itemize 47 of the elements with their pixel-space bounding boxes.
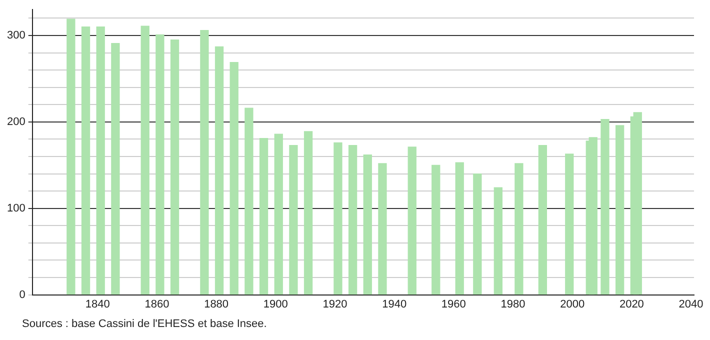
- bar: [304, 131, 313, 295]
- bar: [289, 144, 298, 295]
- bar: [140, 26, 150, 295]
- bar: [408, 146, 416, 295]
- x-tick-label: 1840: [85, 298, 110, 310]
- bar: [66, 18, 76, 295]
- bar: [473, 173, 482, 295]
- bar: [363, 154, 372, 295]
- x-tick-label: 1880: [204, 298, 229, 310]
- bar: [432, 164, 440, 295]
- bar: [156, 34, 164, 295]
- bar: [538, 144, 548, 295]
- bar: [230, 62, 238, 295]
- bar: [588, 137, 598, 295]
- x-tick-label: 1860: [144, 298, 170, 310]
- bar: [494, 187, 503, 295]
- bar: [615, 125, 624, 295]
- bar: [170, 40, 180, 295]
- x-tick-label: 1940: [382, 298, 407, 310]
- x-tick-label: 2000: [560, 298, 585, 310]
- bar: [214, 46, 224, 295]
- x-tick-label: 2040: [678, 298, 704, 310]
- x-tick-label: 1920: [322, 298, 348, 310]
- x-tick-label: 1980: [500, 298, 526, 310]
- bar: [274, 134, 283, 295]
- y-tick-label: 100: [6, 202, 26, 214]
- bar: [259, 138, 268, 295]
- bar: [455, 162, 464, 295]
- bar: [348, 144, 358, 295]
- x-tick-label: 2020: [619, 298, 644, 310]
- bar: [514, 163, 524, 295]
- bar: [378, 163, 387, 295]
- bar: [111, 42, 120, 295]
- bar: [96, 26, 105, 295]
- bar: [244, 108, 254, 295]
- x-tick-label: 1960: [441, 298, 466, 310]
- bar: [565, 154, 574, 295]
- bar: [600, 119, 610, 295]
- bar: [334, 142, 342, 295]
- bar: [81, 26, 90, 295]
- y-tick-label: 200: [6, 116, 26, 128]
- y-tick-label: 0: [19, 288, 26, 301]
- bar: [200, 30, 209, 295]
- bar: [633, 112, 642, 295]
- y-tick-label: 300: [6, 30, 26, 42]
- source-note: Sources : base Cassini de l'EHESS et base Insee.: [21, 318, 268, 330]
- x-tick-label: 1900: [263, 298, 288, 310]
